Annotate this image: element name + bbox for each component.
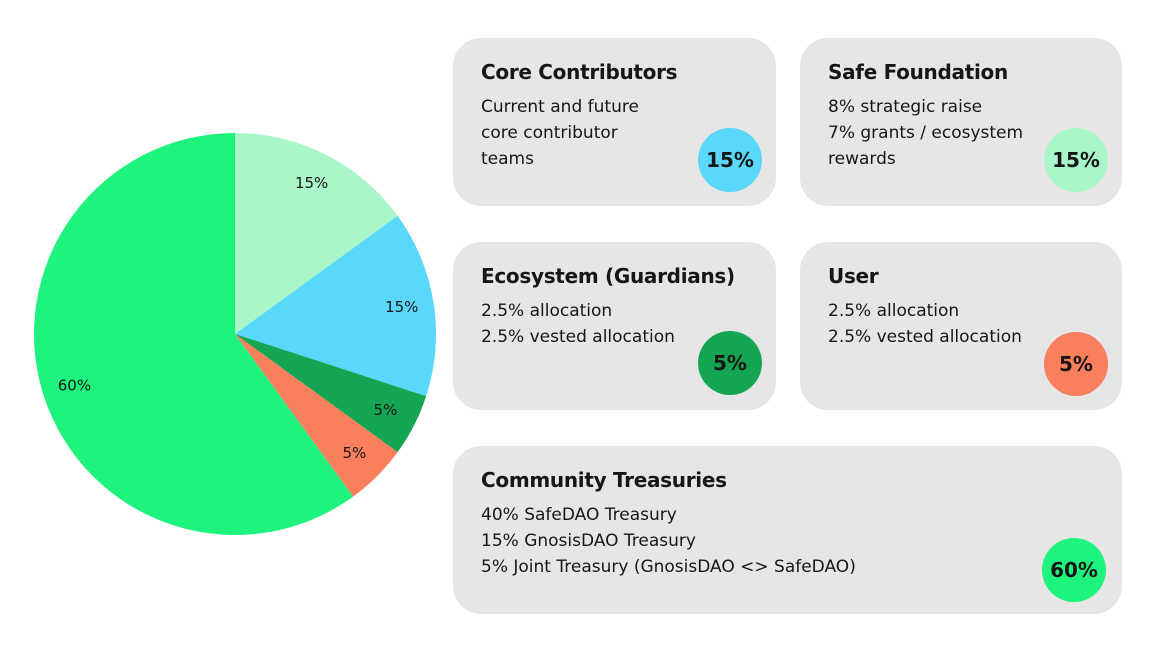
card-line: Current and future [481,97,639,117]
pie-slice [235,215,436,397]
badge: 5% [1044,332,1108,396]
card-title: User [828,264,879,288]
card: Ecosystem (Guardians) 2.5% allocation 2.5%… [453,242,776,410]
pie-chart: 15% 15% 5% 5% 60% [33,133,436,535]
card-line: 5% Joint Treasury (GnosisDAO <> SafeDAO) [481,557,856,577]
slice-label: 5% [342,444,366,462]
card-title: Safe Foundation [828,60,1008,84]
card-line: 2.5% vested allocation [481,327,675,347]
badge: 60% [1042,538,1106,602]
card-line: 2.5% allocation [481,301,613,321]
slice-label: 5% [374,401,398,419]
card-line: 7% grants / ecosystem [828,123,1024,143]
slice-label: 15% [295,174,328,192]
pie-slice [235,334,427,453]
slice-label: 15% [385,298,418,316]
card: Core Contributors Current and future core … [453,38,776,206]
card-line: rewards [828,149,896,169]
badge: 15% [1044,128,1108,192]
slice-label: 60% [58,377,91,395]
card-line: 15% GnosisDAO Treasury [481,531,696,551]
pie-slice [235,334,398,497]
card-line: core contributor [481,123,618,143]
card-line: 2.5% vested allocation [828,327,1022,347]
card-title: Community Treasuries [481,468,727,492]
badge: 5% [698,331,762,395]
card-line: 40% SafeDAO Treasury [481,505,677,525]
card-line: 2.5% allocation [828,301,960,321]
card-title: Core Contributors [481,60,678,84]
pie-slice [235,133,398,334]
card-title: Ecosystem (Guardians) [481,264,735,288]
pie-slice [33,133,354,535]
card-line: 8% strategic raise [828,97,983,117]
badge: 15% [698,128,762,192]
card-line: teams [481,149,534,169]
card: Community Treasuries 40% SafeDAO Treasury… [453,446,1122,614]
